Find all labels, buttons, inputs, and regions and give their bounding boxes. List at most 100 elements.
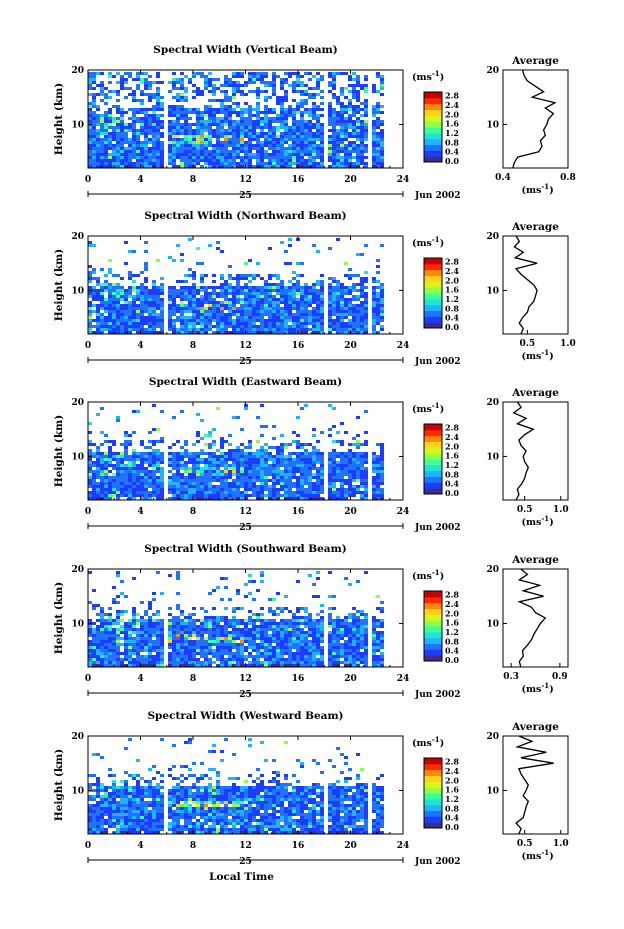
heatmap-cell (260, 129, 264, 132)
heatmap-cell (100, 268, 104, 271)
heatmap-cell (332, 292, 336, 295)
heatmap-cell (132, 646, 136, 649)
heatmap-cell (360, 307, 364, 310)
heatmap-cell (236, 298, 240, 301)
heatmap-cell (224, 289, 228, 292)
heatmap-cell (192, 111, 196, 114)
heatmap-cell (112, 455, 116, 458)
heatmap-cell (356, 307, 360, 310)
heatmap-cell (100, 607, 104, 610)
heatmap-cell (152, 452, 156, 455)
colorbar-swatch (424, 103, 442, 110)
heatmap-cell (112, 649, 116, 652)
heatmap-cell (288, 307, 292, 310)
heatmap-cell (336, 120, 340, 123)
colorbar-swatch (424, 482, 442, 489)
heatmap-cell (320, 123, 324, 126)
heatmap-cell (320, 464, 324, 467)
heatmap-cell (268, 165, 272, 168)
heatmap-cell (304, 488, 308, 491)
heatmap-cell (124, 458, 128, 461)
heatmap-cell (160, 283, 164, 286)
heatmap-cell (208, 138, 212, 141)
heatmap-cell (204, 108, 208, 111)
heatmap-cell (212, 470, 216, 473)
heatmap-cell (252, 165, 256, 168)
heatmap-cell (280, 488, 284, 491)
heatmap-cell (300, 307, 304, 310)
heatmap-cell (316, 485, 320, 488)
heatmap-cell (228, 141, 232, 144)
heatmap-cell (240, 310, 244, 313)
heatmap-cell (264, 313, 268, 316)
heatmap-cell (128, 643, 132, 646)
heatmap-cell (320, 286, 324, 289)
heatmap-cell (340, 452, 344, 455)
heatmap-cell (344, 105, 348, 108)
heatmap-cell (220, 150, 224, 153)
heatmap-cell (320, 488, 324, 491)
heatmap-cell (232, 129, 236, 132)
heatmap-cell (156, 138, 160, 141)
heatmap-cell (180, 93, 184, 96)
heatmap-cell (176, 108, 180, 111)
heatmap-cell (88, 571, 92, 574)
heatmap-cell (328, 455, 332, 458)
heatmap-cell (264, 156, 268, 159)
heatmap-cell (208, 482, 212, 485)
heatmap-cell (264, 470, 268, 473)
heatmap-cell (92, 319, 96, 322)
heatmap-cell (240, 428, 244, 431)
heatmap-cell (284, 126, 288, 129)
heatmap-cell (312, 313, 316, 316)
heatmap-cell (344, 274, 348, 277)
heatmap-cell (272, 488, 276, 491)
heatmap-cell (320, 108, 324, 111)
heatmap-cell (200, 640, 204, 643)
heatmap-cell (96, 295, 100, 298)
heatmap-cell (364, 286, 368, 289)
heatmap-cell (332, 407, 336, 410)
heatmap-cell (380, 156, 384, 159)
heatmap-cell (380, 307, 384, 310)
heatmap-cell (264, 81, 268, 84)
heatmap-cell (296, 108, 300, 111)
heatmap-cell (148, 473, 152, 476)
heatmap-cell (224, 96, 228, 99)
heatmap-cell (348, 476, 352, 479)
heatmap-cell (356, 147, 360, 150)
heatmap-cell (236, 295, 240, 298)
heatmap-cell (108, 304, 112, 307)
heatmap-cell (152, 141, 156, 144)
heatmap-cell (188, 153, 192, 156)
colorbar-tick-label: 1.6 (445, 285, 459, 295)
heatmap-cell (284, 458, 288, 461)
heatmap-cell (232, 132, 236, 135)
heatmap-cell (184, 494, 188, 497)
heatmap-cell (264, 108, 268, 111)
heatmap-cell (200, 72, 204, 75)
heatmap-cell (188, 494, 192, 497)
heatmap-cell (180, 108, 184, 111)
heatmap-cell (128, 277, 132, 280)
heatmap-cell (376, 479, 380, 482)
heatmap-cell (124, 658, 128, 661)
heatmap-cell (128, 301, 132, 304)
panel-title: Spectral Width (Vertical Beam) (153, 44, 337, 56)
heatmap-cell (280, 485, 284, 488)
heatmap-cell (212, 153, 216, 156)
heatmap-cell (204, 111, 208, 114)
heatmap-cell (232, 452, 236, 455)
heatmap-cell (244, 277, 248, 280)
heatmap-cell (128, 628, 132, 631)
heatmap-cell (148, 458, 152, 461)
heatmap-cell (288, 473, 292, 476)
heatmap-cell (96, 114, 100, 117)
heatmap-cell (152, 307, 156, 310)
heatmap-cell (300, 455, 304, 458)
heatmap-cell (92, 105, 96, 108)
colorbar-swatch (424, 150, 442, 157)
heatmap-cell (104, 661, 108, 664)
heatmap-cell (380, 144, 384, 147)
heatmap-cell (292, 117, 296, 120)
